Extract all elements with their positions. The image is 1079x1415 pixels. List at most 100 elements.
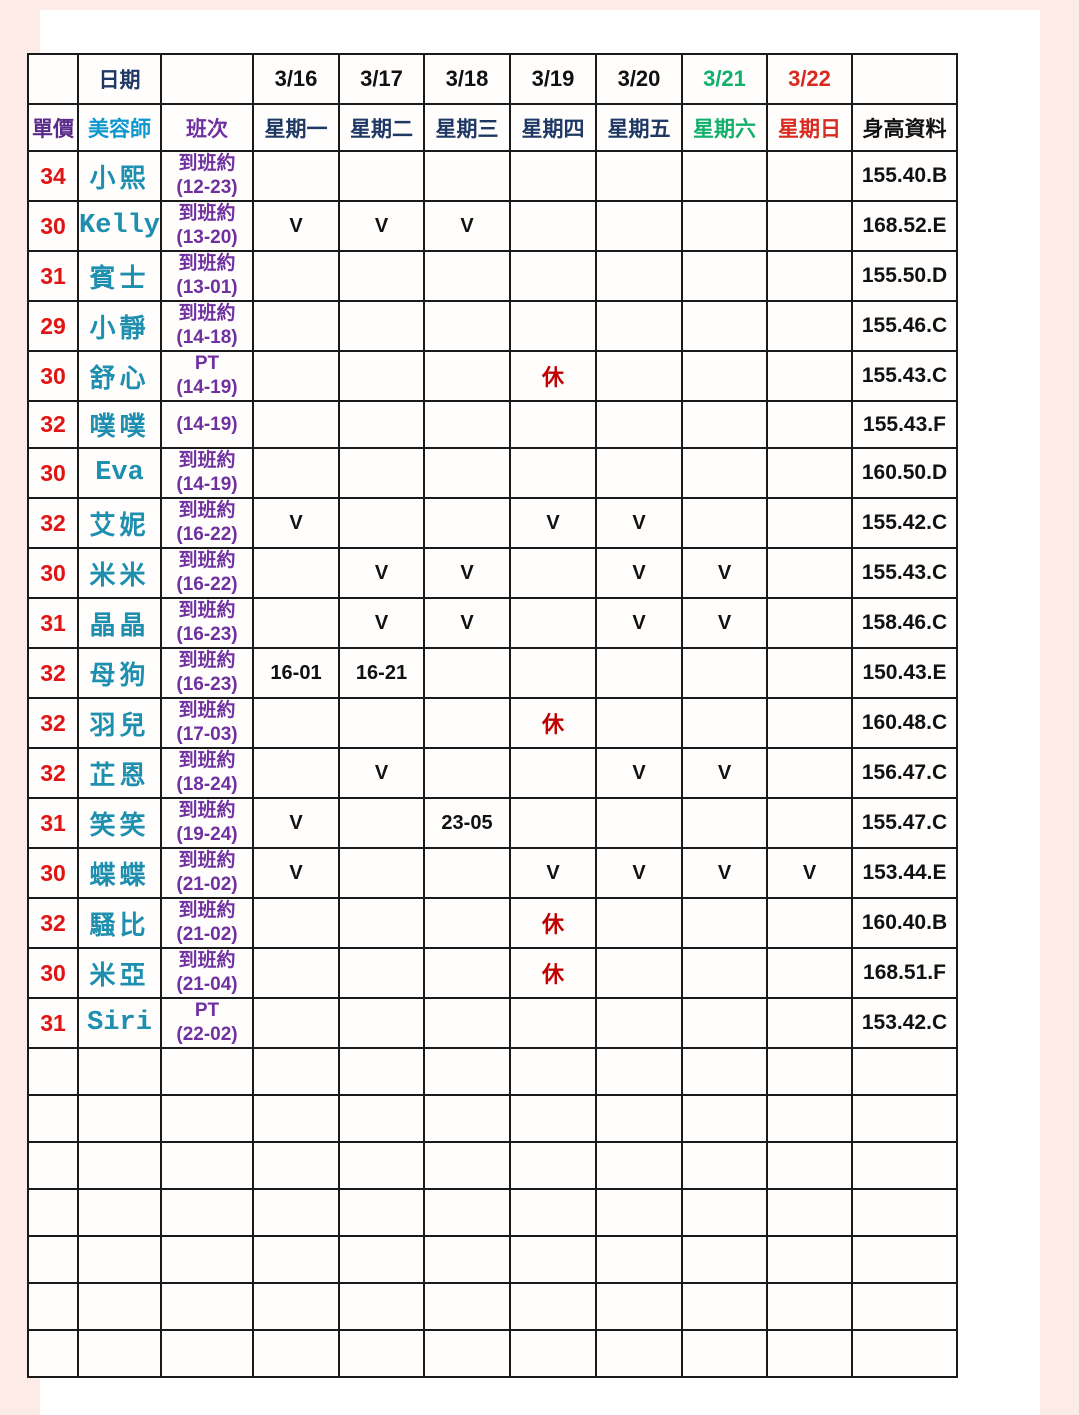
shift-line: (16-22) bbox=[176, 574, 238, 595]
shift-line: (21-04) bbox=[176, 974, 238, 995]
empty-cell bbox=[423, 1094, 511, 1143]
schedule-cell bbox=[766, 350, 853, 402]
schedule-cell bbox=[766, 150, 853, 202]
schedule-cell bbox=[509, 150, 597, 202]
shift-line: (13-01) bbox=[176, 277, 238, 298]
column-header-row: 單價 美容師 班次 星期一 星期二 星期三 星期四 星期五 星期六 星期日 身高資料 bbox=[27, 103, 958, 152]
price-cell: 34 bbox=[27, 150, 79, 202]
schedule-cell bbox=[423, 947, 511, 999]
schedule-cell: 休 bbox=[509, 897, 597, 949]
empty-cell bbox=[423, 1141, 511, 1190]
empty-cell bbox=[77, 1094, 162, 1143]
height-data-cell: 153.44.E bbox=[851, 847, 958, 899]
beautician-row: 31 賓士 到班約 (13-01) 155.50.D bbox=[27, 250, 958, 302]
schedule-cell: 休 bbox=[509, 697, 597, 749]
empty-cell bbox=[766, 1047, 853, 1096]
schedule-cell: 23-05 bbox=[423, 797, 511, 849]
shift-cell: PT (22-02) bbox=[160, 997, 254, 1049]
shift-line: (14-19) bbox=[176, 474, 238, 495]
schedule-cell bbox=[338, 497, 425, 549]
schedule-cell bbox=[509, 547, 597, 599]
schedule-cell bbox=[595, 697, 683, 749]
shift-line: 到班約 bbox=[178, 450, 236, 471]
empty-cell bbox=[766, 1141, 853, 1190]
schedule-cell bbox=[766, 647, 853, 699]
schedule-cell bbox=[509, 647, 597, 699]
date-cell: 3/20 bbox=[595, 53, 683, 105]
schedule-cell bbox=[681, 497, 768, 549]
schedule-cell bbox=[252, 747, 340, 799]
shift-line: (16-23) bbox=[176, 674, 238, 695]
shift-line: 到班約 bbox=[178, 600, 236, 621]
schedule-cell bbox=[423, 497, 511, 549]
schedule-cell bbox=[595, 350, 683, 402]
schedule-cell: V bbox=[595, 747, 683, 799]
empty-cell bbox=[595, 1141, 683, 1190]
empty-cell bbox=[77, 1235, 162, 1284]
beautician-row: 32 艾妮 到班約 (16-22) V V V 155.42.C bbox=[27, 497, 958, 549]
empty-cell bbox=[509, 1329, 597, 1378]
height-data-cell: 168.51.F bbox=[851, 947, 958, 999]
schedule-cell bbox=[595, 200, 683, 252]
empty-cell bbox=[160, 1188, 254, 1237]
empty-cell bbox=[160, 1141, 254, 1190]
schedule-cell bbox=[338, 847, 425, 899]
schedule-cell bbox=[766, 697, 853, 749]
schedule-cell bbox=[338, 400, 425, 449]
schedule-cell bbox=[423, 697, 511, 749]
empty-cell bbox=[423, 1282, 511, 1331]
empty-cell bbox=[338, 1141, 425, 1190]
empty-cell bbox=[681, 1094, 768, 1143]
date-row-label: 日期 bbox=[77, 53, 162, 105]
empty-cell bbox=[252, 1235, 340, 1284]
schedule-cell bbox=[766, 300, 853, 352]
date-cell: 3/17 bbox=[338, 53, 425, 105]
schedule-cell bbox=[681, 447, 768, 499]
schedule-cell bbox=[423, 400, 511, 449]
schedule-cell: V bbox=[423, 597, 511, 649]
empty-cell bbox=[252, 1188, 340, 1237]
empty-cell bbox=[851, 1094, 958, 1143]
height-data-cell: 153.42.C bbox=[851, 997, 958, 1049]
schedule-cell bbox=[338, 697, 425, 749]
schedule-cell bbox=[252, 947, 340, 999]
schedule-cell bbox=[338, 447, 425, 499]
price-cell: 32 bbox=[27, 647, 79, 699]
beautician-row: 31 晶晶 到班約 (16-23) V V V V 158.46.C bbox=[27, 597, 958, 649]
empty-row bbox=[27, 1047, 958, 1096]
schedule-cell bbox=[338, 150, 425, 202]
schedule-cell bbox=[338, 947, 425, 999]
empty-row bbox=[27, 1141, 958, 1190]
beautician-name-cell: 小熙 bbox=[77, 150, 162, 202]
shift-cell: (14-19) bbox=[160, 400, 254, 449]
schedule-cell bbox=[766, 797, 853, 849]
schedule-cell bbox=[252, 250, 340, 302]
empty-cell bbox=[851, 1188, 958, 1237]
empty-cell bbox=[27, 1188, 79, 1237]
schedule-cell bbox=[681, 897, 768, 949]
schedule-cell bbox=[681, 250, 768, 302]
shift-line: 到班約 bbox=[178, 850, 236, 871]
schedule-cell: V bbox=[423, 547, 511, 599]
shift-cell: 到班約 (16-22) bbox=[160, 497, 254, 549]
empty-cell bbox=[27, 1329, 79, 1378]
schedule-cell bbox=[766, 947, 853, 999]
shift-line: 到班約 bbox=[178, 550, 236, 571]
schedule-cell: V bbox=[252, 497, 340, 549]
schedule-cell bbox=[423, 250, 511, 302]
schedule-cell bbox=[338, 997, 425, 1049]
empty-cell bbox=[252, 1094, 340, 1143]
schedule-cell: V bbox=[338, 547, 425, 599]
schedule-cell bbox=[681, 400, 768, 449]
beautician-name-cell: 芷恩 bbox=[77, 747, 162, 799]
empty-cell bbox=[509, 1047, 597, 1096]
shift-cell: 到班約 (16-23) bbox=[160, 597, 254, 649]
schedule-cell bbox=[595, 797, 683, 849]
beautician-name-cell: 舒心 bbox=[77, 350, 162, 402]
schedule-cell bbox=[252, 350, 340, 402]
shift-cell: 到班約 (14-18) bbox=[160, 300, 254, 352]
empty-cell bbox=[160, 1282, 254, 1331]
schedule-cell bbox=[766, 400, 853, 449]
height-data-cell: 155.47.C bbox=[851, 797, 958, 849]
empty-cell bbox=[77, 1188, 162, 1237]
